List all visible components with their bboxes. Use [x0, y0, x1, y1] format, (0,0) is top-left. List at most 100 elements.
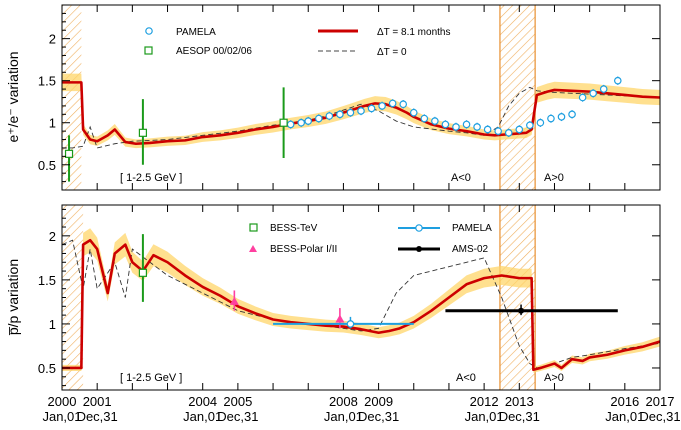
top-circles-point — [325, 112, 334, 120]
top-squares-point — [279, 118, 288, 127]
top-circles-point — [473, 123, 481, 131]
legend-pamela-label: PAMELA — [176, 27, 216, 38]
bottom-data-points — [138, 234, 618, 329]
top-circles-point — [504, 129, 513, 137]
legend-bess-polar-label: BESS-Polar I/II — [270, 244, 337, 255]
bot-y-tick-label-2: 1.5 — [38, 273, 56, 288]
x-tick-date-label: Dec,31 — [77, 409, 118, 424]
bot-y-tick-label-1: 1 — [49, 317, 56, 332]
top-circles-point — [578, 93, 587, 102]
legend-pamela-bottom-label: PAMELA — [452, 223, 492, 234]
top-circles-point — [357, 107, 365, 115]
top-circles-point — [304, 117, 313, 125]
top-circles-point — [515, 125, 524, 134]
legend-pamela-marker — [145, 27, 153, 35]
bot-triangles-point — [335, 314, 345, 323]
top-circles-point — [286, 120, 295, 129]
legend-lag-label: ΔT = 8.1 months — [377, 27, 450, 38]
bot-model-line — [62, 238, 660, 372]
top-squares-point — [64, 149, 74, 158]
bot-shaded-period-1 — [499, 205, 536, 390]
legend-aesop-label: AESOP 00/02/06 — [176, 46, 252, 57]
top-circles-point — [336, 110, 344, 119]
top-circles-point — [367, 104, 376, 113]
top-y-tick-label-2: 1.5 — [38, 74, 56, 89]
top-polarity-negative: A<0 — [451, 172, 471, 184]
top-circles-point — [547, 114, 555, 123]
bot-y-tick-label-0: 0.5 — [38, 361, 56, 376]
top-dashed-line — [62, 86, 660, 149]
top-circles-point — [526, 121, 534, 130]
x-tick-year-label: 2017 — [646, 394, 675, 409]
top-circles-point — [346, 108, 355, 117]
top-dashed-model-series — [62, 86, 660, 149]
top-legend: PAMELA AESOP 00/02/06 ΔT = 8.1 months ΔT… — [144, 27, 450, 58]
bottom-y-axis-label: p̅/p variation — [5, 259, 21, 336]
bottom-polarity-negative: A<0 — [456, 372, 476, 384]
bottom-polarity-positive: A>0 — [544, 372, 564, 384]
top-x-ticks — [61, 5, 661, 190]
bottom-model-uncertainty-band — [62, 228, 660, 373]
bottom-panel: 0.511.52 2000Jan,012001Dec,312004Jan,012… — [5, 204, 681, 424]
x-tick-year-label: 2008 — [329, 394, 358, 409]
top-circles-point — [536, 118, 545, 127]
x-tick-date-label: Dec,31 — [358, 409, 399, 424]
top-shaded-periods — [62, 5, 536, 190]
legend-zero-label: ΔT = 0 — [377, 47, 407, 58]
bottom-legend: BESS-TeV BESS-Polar I/II PAMELA AMS-02 — [249, 223, 492, 255]
top-shaded-period-0 — [62, 5, 82, 190]
x-tick-year-label: 2013 — [505, 394, 534, 409]
top-polarity-positive: A>0 — [544, 172, 564, 184]
top-panel: 0.5 1 1.5 2 e⁺/e⁻ variation [ 1-2.5 GeV ] A… — [5, 4, 661, 191]
x-tick-date-label: Dec,31 — [217, 409, 258, 424]
bot-y-tick-label-3: 2 — [49, 229, 56, 244]
top-circles-point — [441, 120, 450, 129]
top-circles-point — [297, 118, 306, 127]
top-circles-point — [399, 100, 408, 109]
top-circles-point — [314, 114, 323, 123]
x-tick-date-label: Jan,01 — [465, 409, 504, 424]
top-circles-point — [599, 85, 608, 93]
legend-bess-tev-label: BESS-TeV — [270, 223, 318, 234]
top-circles-point — [409, 108, 418, 117]
top-circles-point — [613, 76, 622, 85]
legend-aesop-marker — [144, 46, 153, 55]
top-circles-point — [452, 123, 460, 131]
top-model-line — [62, 81, 660, 146]
top-lag-model-series — [62, 81, 660, 146]
top-circles-point — [494, 127, 502, 135]
top-circles-point — [431, 117, 439, 125]
bot-pamela-bar-point — [346, 320, 355, 328]
x-tick-year-label: 2001 — [83, 394, 112, 409]
bot-band-area — [62, 228, 660, 373]
x-tick-year-label: 2012 — [470, 394, 499, 409]
top-squares-point — [138, 128, 148, 137]
top-y-tick-label-3: 2 — [49, 32, 56, 47]
top-energy-label: [ 1-2.5 GeV ] — [120, 172, 182, 184]
top-circles-point — [568, 110, 576, 119]
x-tick-date-label: Jan,01 — [183, 409, 222, 424]
top-circles-point — [420, 114, 429, 123]
top-circles-point — [378, 102, 386, 110]
bot-ams-bar-point — [518, 307, 525, 314]
bot-shaded-period-0 — [62, 205, 84, 390]
x-tick-year-label: 2005 — [223, 394, 252, 409]
x-tick-year-label: 2009 — [364, 394, 393, 409]
top-shaded-period-1 — [499, 5, 536, 190]
top-circles-point — [483, 125, 492, 134]
legend-bess-polar-marker — [249, 245, 257, 252]
x-tick-year-label: 2000 — [48, 394, 77, 409]
x-tick-date-label: Dec,31 — [639, 409, 680, 424]
x-tick-year-label: 2016 — [610, 394, 639, 409]
bottom-shaded-periods — [62, 205, 536, 390]
x-tick-date-label: Jan,01 — [605, 409, 644, 424]
top-y-tick-label-0: 0.5 — [38, 158, 56, 173]
bottom-energy-label: [ 1-2.5 GeV ] — [120, 372, 182, 384]
legend-ams-label: AMS-02 — [452, 244, 489, 255]
top-y-tick-label-1: 1 — [49, 116, 56, 131]
top-y-axis-label: e⁺/e⁻ variation — [5, 51, 21, 142]
x-tick-date-label: Jan,01 — [324, 409, 363, 424]
bottom-y-ticks: 0.5 1 1.5 2 — [38, 208, 660, 387]
top-data-points — [64, 76, 622, 182]
legend-pamela-circle — [415, 224, 423, 232]
